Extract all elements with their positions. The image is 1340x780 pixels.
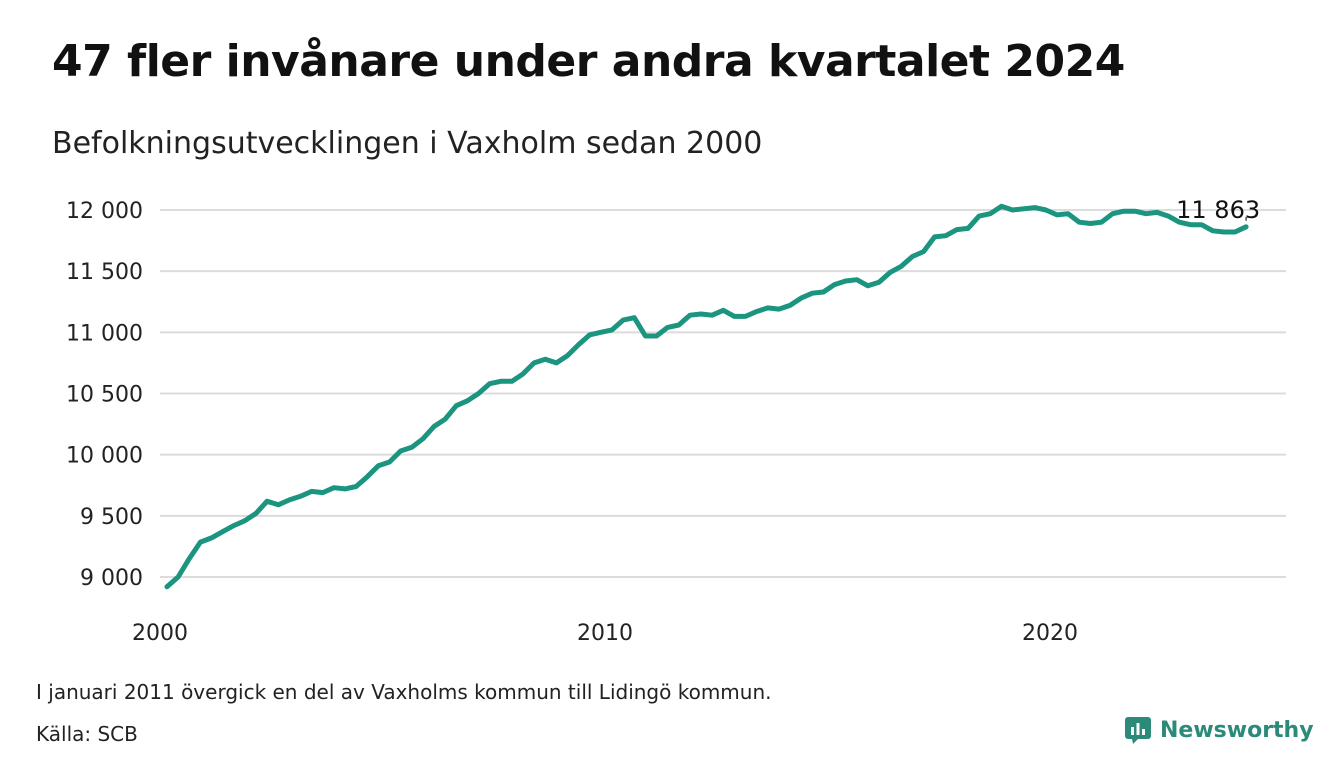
chart-subtitle: Befolkningsutvecklingen i Vaxholm sedan … <box>52 126 763 161</box>
y-tick-label: 9 500 <box>80 505 143 530</box>
brand-name: Newsworthy <box>1160 717 1314 743</box>
y-axis: 9 000 9 500 10 000 10 500 11 000 11 500 12 000 <box>66 199 143 591</box>
series-population <box>164 203 1249 590</box>
population-line <box>164 203 1249 590</box>
newsworthy-logo: Newsworthy <box>1124 716 1314 744</box>
y-tick-label: 12 000 <box>66 199 143 224</box>
x-tick-label: 2020 <box>1022 621 1078 646</box>
footnote: I januari 2011 övergick en del av Vaxhol… <box>36 680 772 704</box>
y-tick-label: 9 000 <box>80 566 143 591</box>
grid-lines <box>160 209 1286 578</box>
x-axis: 2000 2010 2020 <box>132 621 1078 646</box>
end-value-label: 11 863 <box>1176 196 1260 224</box>
newsworthy-icon <box>1125 717 1151 744</box>
y-tick-label: 10 000 <box>66 444 143 469</box>
x-tick-label: 2010 <box>577 621 633 646</box>
y-tick-label: 10 500 <box>66 383 143 408</box>
source-credit: Källa: SCB <box>36 722 138 746</box>
population-line-chart: 9 000 9 500 10 000 10 500 11 000 11 500 12 000… <box>66 196 1286 646</box>
x-tick-label: 2000 <box>132 621 188 646</box>
y-tick-label: 11 500 <box>66 260 143 285</box>
y-tick-label: 11 000 <box>66 321 143 346</box>
chart-title: 47 fler invånare under andra kvartalet 2… <box>52 36 1125 87</box>
end-value-annotation: 11 863 <box>1176 196 1260 224</box>
